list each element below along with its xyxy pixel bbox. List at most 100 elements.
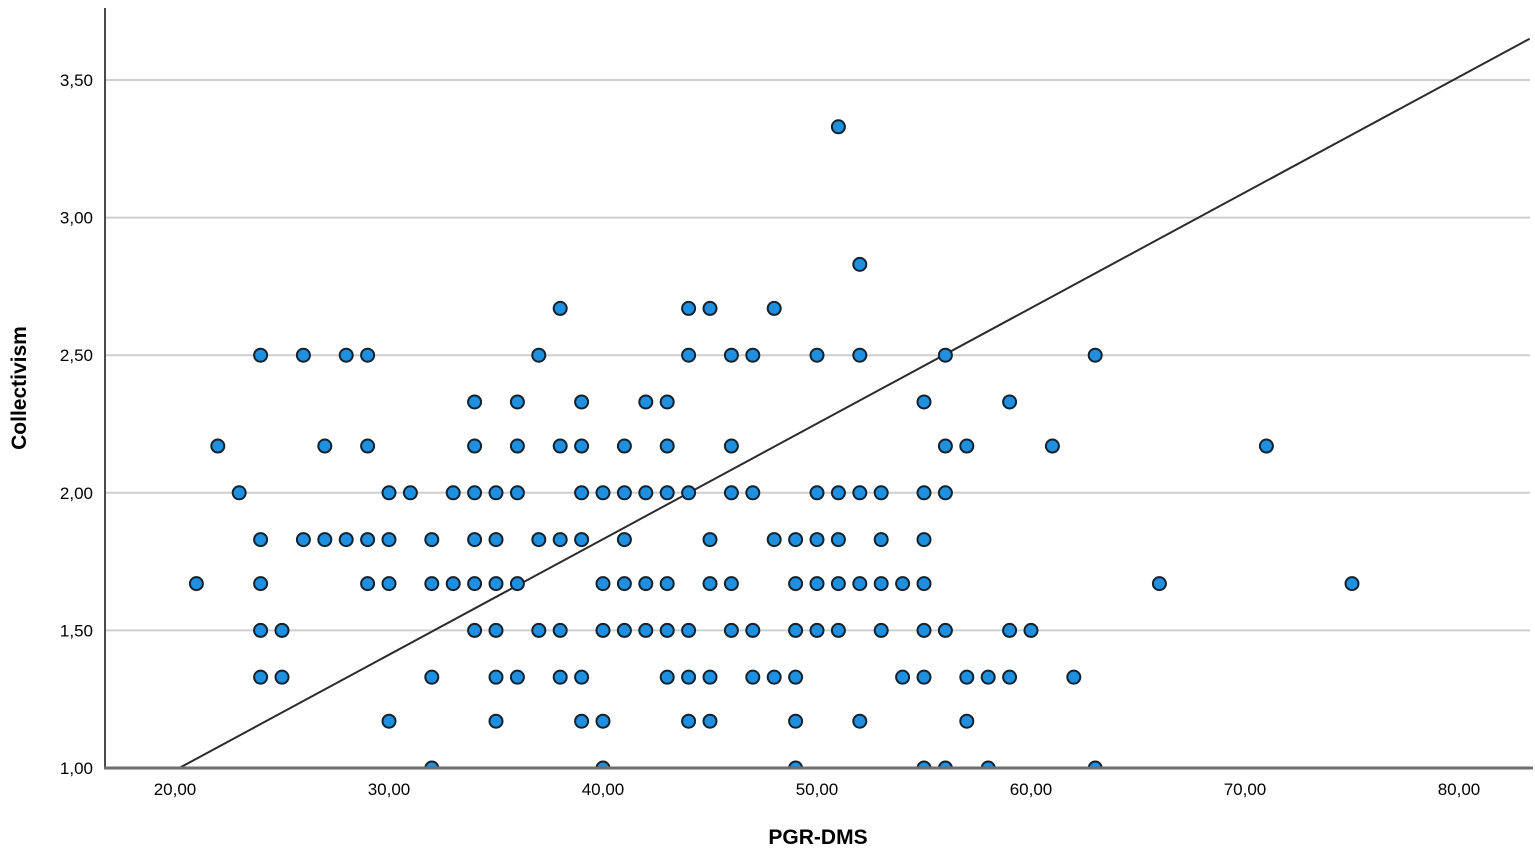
data-point <box>852 347 868 363</box>
data-point <box>1023 622 1039 638</box>
data-point <box>552 532 568 548</box>
data-point <box>1344 576 1360 592</box>
data-point <box>338 347 354 363</box>
data-point <box>574 485 590 501</box>
data-point <box>766 300 782 316</box>
data-point <box>723 438 739 454</box>
data-point <box>616 485 632 501</box>
data-point <box>1258 438 1274 454</box>
data-point <box>852 485 868 501</box>
y-tick-label: 1,00 <box>60 759 93 778</box>
data-point <box>959 438 975 454</box>
data-point <box>595 576 611 592</box>
y-tick-label: 2,00 <box>60 484 93 503</box>
data-point <box>1002 394 1018 410</box>
y-tick-label: 3,00 <box>60 209 93 228</box>
data-point <box>253 576 269 592</box>
data-point <box>723 576 739 592</box>
data-point <box>574 438 590 454</box>
data-point <box>295 347 311 363</box>
data-point <box>809 576 825 592</box>
data-point <box>766 669 782 685</box>
data-point <box>852 713 868 729</box>
data-point <box>1066 669 1082 685</box>
data-point <box>659 394 675 410</box>
data-point <box>659 438 675 454</box>
data-point <box>616 532 632 548</box>
data-point <box>852 576 868 592</box>
data-point <box>659 576 675 592</box>
data-point <box>659 669 675 685</box>
data-point <box>338 532 354 548</box>
data-point <box>317 438 333 454</box>
data-point <box>467 438 483 454</box>
y-tick-label: 1,50 <box>60 621 93 640</box>
data-point <box>959 669 975 685</box>
data-point <box>1087 347 1103 363</box>
data-point <box>467 622 483 638</box>
data-point <box>809 485 825 501</box>
data-point <box>916 760 932 768</box>
data-point <box>253 669 269 685</box>
data-point <box>467 394 483 410</box>
data-point <box>381 532 397 548</box>
data-point <box>509 438 525 454</box>
data-point <box>916 485 932 501</box>
data-point <box>595 713 611 729</box>
data-point <box>616 576 632 592</box>
data-point <box>574 532 590 548</box>
data-point <box>445 485 461 501</box>
data-point <box>702 576 718 592</box>
data-point <box>402 485 418 501</box>
data-point <box>595 622 611 638</box>
data-point <box>360 347 376 363</box>
data-point <box>424 760 440 768</box>
y-tick-labels: 1,00 1,50 2,00 2,50 3,00 3,50 <box>60 71 93 778</box>
data-point <box>745 669 761 685</box>
data-point <box>1044 438 1060 454</box>
data-point <box>552 669 568 685</box>
data-point <box>723 347 739 363</box>
data-point <box>424 532 440 548</box>
data-point <box>360 532 376 548</box>
data-point <box>681 300 697 316</box>
data-point <box>360 438 376 454</box>
data-point <box>788 713 804 729</box>
data-point <box>360 576 376 592</box>
data-point <box>937 438 953 454</box>
data-point <box>809 622 825 638</box>
x-tick-label: 60,00 <box>1010 780 1053 799</box>
data-point <box>980 760 996 768</box>
x-tick-labels: 20,00 30,00 40,00 50,00 60,00 70,00 80,00 <box>154 780 1481 799</box>
data-point <box>873 622 889 638</box>
data-point <box>916 622 932 638</box>
data-point <box>723 485 739 501</box>
data-point <box>424 669 440 685</box>
data-point <box>1087 760 1103 768</box>
data-point <box>1002 669 1018 685</box>
data-point <box>488 622 504 638</box>
data-point <box>830 622 846 638</box>
data-point <box>702 669 718 685</box>
data-point <box>488 713 504 729</box>
data-point <box>937 485 953 501</box>
data-point <box>681 622 697 638</box>
data-point <box>253 622 269 638</box>
data-point <box>295 532 311 548</box>
data-point <box>681 347 697 363</box>
data-point <box>723 622 739 638</box>
data-point <box>274 622 290 638</box>
scatter-points <box>188 119 1360 768</box>
x-tick-label: 50,00 <box>796 780 839 799</box>
data-point <box>830 119 846 135</box>
data-point <box>681 485 697 501</box>
data-point <box>788 532 804 548</box>
data-point <box>895 576 911 592</box>
data-point <box>638 485 654 501</box>
data-point <box>188 576 204 592</box>
data-point <box>638 576 654 592</box>
data-point <box>916 576 932 592</box>
data-point <box>830 532 846 548</box>
